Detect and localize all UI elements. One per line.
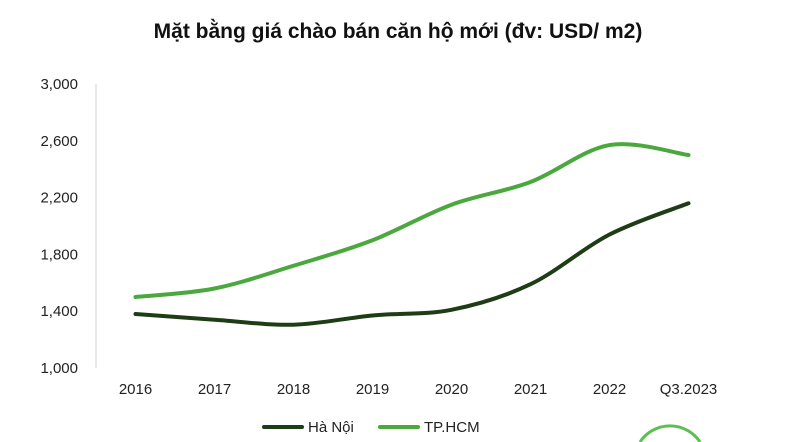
x-tick-label: 2018 xyxy=(277,381,310,398)
x-tick-label: 2021 xyxy=(514,381,547,398)
y-tick-label: 1,800 xyxy=(40,246,78,263)
series-line-0 xyxy=(133,201,691,327)
x-tick-label: 2020 xyxy=(435,381,468,398)
x-tick-label: Q3.2023 xyxy=(660,381,718,398)
y-tick-label: 1,400 xyxy=(40,303,78,320)
series-lines xyxy=(133,142,691,327)
x-tick-label: 2019 xyxy=(356,381,389,398)
x-tick-label: 2017 xyxy=(198,381,231,398)
y-tick-label: 1,000 xyxy=(40,360,78,377)
x-axis-ticks: 2016 2017 2018 2019 2020 2021 2022 Q3.2023 xyxy=(119,381,717,398)
y-tick-label: 2,200 xyxy=(40,190,78,207)
series-line-1 xyxy=(133,142,691,299)
legend-label-1: TP.HCM xyxy=(424,419,480,436)
legend-label-0: Hà Nội xyxy=(308,419,354,436)
legend: Hà Nội TP.HCM xyxy=(262,419,480,436)
y-tick-label: 2,600 xyxy=(40,133,78,150)
chart-title: Mặt bằng giá chào bán căn hộ mới (đv: US… xyxy=(153,20,643,43)
x-tick-label: 2016 xyxy=(119,381,152,398)
decorative-circle-arc xyxy=(638,424,702,442)
x-tick-label: 2022 xyxy=(593,381,626,398)
y-axis-ticks: 1,000 1,400 1,800 2,200 2,600 3,000 xyxy=(40,76,78,377)
y-tick-label: 3,000 xyxy=(40,76,78,93)
